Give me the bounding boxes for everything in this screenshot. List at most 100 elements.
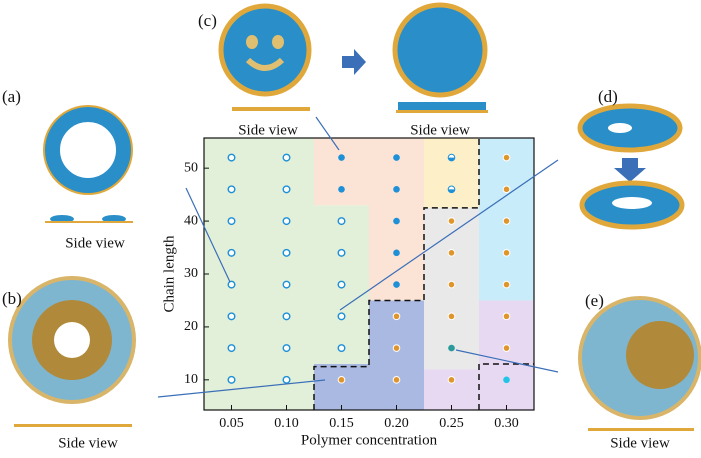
phase-boundary bbox=[313, 138, 480, 410]
point bbox=[282, 185, 291, 194]
phase-region bbox=[314, 138, 369, 206]
pointer bbox=[339, 159, 559, 311]
ring-edge bbox=[43, 105, 133, 195]
arrows bbox=[157, 116, 559, 398]
y-tick-label: 50 bbox=[184, 160, 198, 175]
caption: Side view bbox=[65, 235, 125, 251]
point bbox=[227, 344, 236, 353]
point bbox=[282, 344, 291, 353]
face-image bbox=[218, 3, 312, 97]
y-tick-label: 20 bbox=[184, 319, 198, 334]
point bbox=[503, 376, 510, 384]
point bbox=[447, 280, 456, 289]
point-half bbox=[448, 157, 455, 161]
point bbox=[227, 217, 236, 226]
point bbox=[448, 344, 455, 352]
point bbox=[393, 154, 400, 161]
caption: Side view bbox=[410, 122, 470, 138]
caption: Side view bbox=[58, 435, 118, 451]
arrow-icon bbox=[614, 158, 646, 182]
point bbox=[393, 281, 400, 288]
face-eye bbox=[272, 35, 284, 49]
hole bbox=[608, 123, 632, 133]
panel-label: (a) bbox=[2, 87, 21, 106]
x-tick-label: 0.15 bbox=[329, 416, 354, 431]
hole bbox=[612, 197, 652, 209]
x-tick-label: 0.25 bbox=[439, 416, 464, 431]
point bbox=[502, 344, 511, 352]
point bbox=[282, 312, 291, 321]
phase-region bbox=[314, 363, 369, 410]
y-tick-label: 40 bbox=[184, 213, 198, 228]
point-half bbox=[448, 189, 455, 193]
y-tick-label: 10 bbox=[184, 372, 198, 387]
y-axis-label: Chain length bbox=[161, 235, 177, 313]
point bbox=[392, 344, 401, 352]
point bbox=[282, 280, 291, 289]
point bbox=[227, 153, 236, 162]
phase-boundary bbox=[478, 363, 534, 410]
panel-label: (e) bbox=[585, 291, 604, 310]
side-base bbox=[396, 110, 488, 113]
point bbox=[447, 376, 456, 384]
point bbox=[447, 312, 456, 321]
point bbox=[337, 344, 346, 353]
x-axis-label: Polymer concentration bbox=[301, 432, 438, 448]
point bbox=[502, 185, 511, 194]
pointer bbox=[185, 187, 231, 283]
side-base bbox=[232, 107, 310, 111]
point bbox=[282, 248, 291, 257]
face-mouth bbox=[245, 57, 285, 71]
point bbox=[502, 312, 511, 321]
point bbox=[227, 375, 236, 384]
x-tick-label: 0.10 bbox=[274, 416, 299, 431]
point bbox=[337, 312, 346, 321]
patch bbox=[626, 321, 694, 389]
ring-image bbox=[44, 106, 132, 194]
point bbox=[393, 249, 400, 257]
caption: Side view bbox=[238, 122, 298, 138]
point bbox=[337, 217, 346, 226]
snapshots bbox=[8, 2, 701, 431]
side-base bbox=[588, 428, 694, 431]
pointer bbox=[315, 116, 340, 151]
pointer bbox=[157, 379, 326, 398]
point bbox=[337, 376, 346, 384]
side-base bbox=[45, 221, 133, 223]
disk-hole bbox=[54, 322, 90, 358]
point bbox=[227, 248, 236, 257]
point bbox=[392, 376, 401, 384]
y-tick-label: 30 bbox=[184, 266, 198, 281]
x-tick-label: 0.20 bbox=[384, 416, 409, 431]
panel-label: (c) bbox=[198, 11, 217, 30]
phase-region bbox=[424, 369, 479, 410]
face-eye bbox=[246, 35, 258, 49]
point bbox=[338, 154, 345, 161]
arrow-icon bbox=[342, 49, 366, 75]
x-tick-label: 0.30 bbox=[494, 416, 519, 431]
point bbox=[282, 217, 291, 226]
point bbox=[282, 375, 291, 384]
panel-label: (d) bbox=[598, 87, 618, 106]
pointer bbox=[455, 349, 559, 373]
point bbox=[447, 249, 456, 257]
point bbox=[282, 153, 291, 162]
point bbox=[502, 249, 511, 257]
caption: Side view bbox=[610, 435, 670, 451]
point bbox=[227, 312, 236, 321]
phase-region bbox=[424, 138, 479, 208]
phase-region bbox=[204, 138, 314, 410]
side-image bbox=[398, 102, 486, 112]
x-tick-label: 0.05 bbox=[219, 416, 244, 431]
point bbox=[337, 248, 346, 257]
disk-image bbox=[392, 2, 488, 98]
point bbox=[337, 280, 346, 289]
plot-area: 0.05 0.10 0.15 0.20 0.25 0.30 10 20 30 40 50 Polyme… bbox=[161, 137, 535, 448]
point bbox=[227, 280, 236, 289]
side-base bbox=[14, 424, 132, 427]
point bbox=[502, 280, 511, 289]
point bbox=[338, 186, 345, 193]
point bbox=[502, 217, 511, 225]
point bbox=[227, 185, 236, 194]
